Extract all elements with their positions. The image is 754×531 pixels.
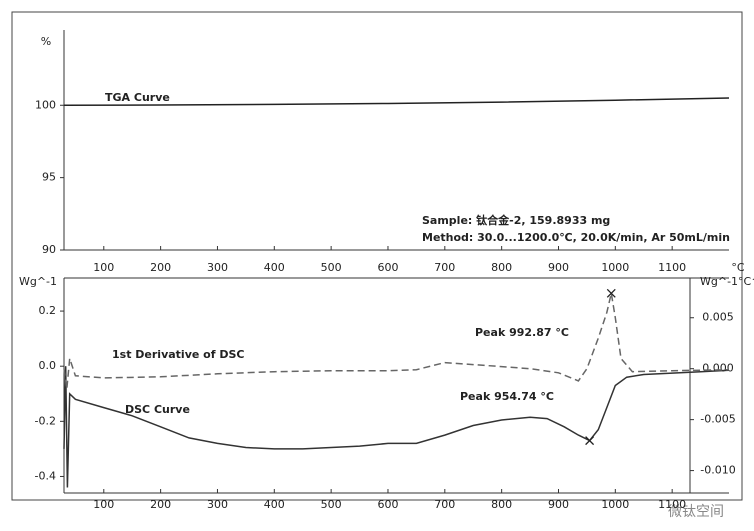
- series-label: DSC Curve: [125, 403, 190, 416]
- x-tick-label: 1000: [601, 498, 629, 511]
- series-label: TGA Curve: [105, 91, 170, 104]
- x-tick-label: 700: [434, 261, 455, 274]
- x-tick-label: 800: [491, 261, 512, 274]
- x-tick-label: 300: [207, 498, 228, 511]
- y2-tick-label: -0.010: [700, 464, 735, 477]
- x-tick-label: 700: [434, 498, 455, 511]
- y2-tick-label: 0.005: [702, 311, 734, 324]
- y-tick-label: -0.4: [35, 469, 56, 482]
- y-tick-label: 0.0: [39, 359, 57, 372]
- y-tick-label: -0.2: [35, 414, 56, 427]
- x-tick-label: 500: [321, 261, 342, 274]
- x-tick-label: 1100: [658, 498, 686, 511]
- x-tick-label: 200: [150, 498, 171, 511]
- y-tick-label: 100: [35, 98, 56, 111]
- peak-marker: [585, 436, 595, 446]
- x-tick-label: 1000: [601, 261, 629, 274]
- x-tick-label: 500: [321, 498, 342, 511]
- y2-tick-label: -0.005: [700, 413, 735, 426]
- y-tick-label: 0.2: [39, 304, 57, 317]
- y-axis-label: %: [41, 35, 51, 48]
- series-label: 1st Derivative of DSC: [112, 348, 244, 361]
- x-tick-label: 100: [93, 498, 114, 511]
- x-tick-label: 100: [93, 261, 114, 274]
- annotation: Sample: 钛合金-2, 159.8933 mg: [422, 213, 610, 227]
- y-tick-label: 90: [42, 243, 56, 256]
- x-tick-label: 1100: [658, 261, 686, 274]
- x-tick-label: 300: [207, 261, 228, 274]
- x-tick-label: 900: [548, 261, 569, 274]
- y2-tick-label: 0.000: [702, 362, 734, 375]
- x-tick-label: 200: [150, 261, 171, 274]
- x-tick-label: 400: [264, 261, 285, 274]
- annotation: Peak 954.74 °C: [460, 390, 554, 403]
- series-line: [63, 293, 730, 390]
- x-tick-label: 900: [548, 498, 569, 511]
- watermark: 微钛空间: [668, 504, 724, 520]
- series-line: [63, 366, 730, 488]
- x-tick-label: 600: [377, 261, 398, 274]
- y2-axis-label: Wg^-1°C^-1: [700, 275, 754, 288]
- frame: [11, 11, 743, 501]
- y-axis-label: Wg^-1: [19, 275, 57, 288]
- x-tick-label: 600: [377, 498, 398, 511]
- annotation: Method: 30.0...1200.0℃, 20.0K/min, Ar 50…: [422, 231, 730, 244]
- peak-marker: [606, 288, 616, 298]
- y-tick-label: 95: [42, 171, 56, 184]
- series-line: [63, 97, 730, 107]
- x-tick-label: 400: [264, 498, 285, 511]
- x-tick-label: 800: [491, 498, 512, 511]
- x-axis-label: °C: [731, 261, 745, 274]
- annotation: Peak 992.87 °C: [475, 326, 569, 339]
